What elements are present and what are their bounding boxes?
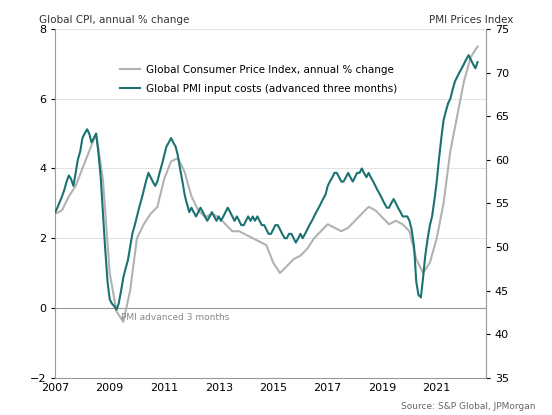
Global Consumer Price Index, annual % change bbox=[468, 54, 474, 59]
Global Consumer Price Index, annual % change bbox=[188, 194, 195, 199]
Global Consumer Price Index, annual % change bbox=[256, 239, 263, 244]
Global PMI input costs (advanced three months) bbox=[113, 307, 120, 312]
Global PMI input costs (advanced three months) bbox=[465, 53, 472, 58]
Global PMI input costs (advanced three months) bbox=[474, 60, 481, 65]
Global PMI input costs (advanced three months) bbox=[145, 170, 152, 175]
Global Consumer Price Index, annual % change bbox=[120, 320, 126, 325]
Global PMI input costs (advanced three months) bbox=[331, 170, 338, 175]
Global PMI input costs (advanced three months) bbox=[395, 205, 401, 210]
Global Consumer Price Index, annual % change bbox=[474, 44, 481, 49]
Global PMI input costs (advanced three months) bbox=[68, 176, 75, 181]
Text: Global CPI, annual % change: Global CPI, annual % change bbox=[39, 15, 189, 24]
Text: Source: S&P Global, JPMorgan: Source: S&P Global, JPMorgan bbox=[401, 402, 535, 411]
Text: PMI Prices Index: PMI Prices Index bbox=[429, 15, 513, 24]
Global Consumer Price Index, annual % change bbox=[270, 260, 277, 265]
Global Consumer Price Index, annual % change bbox=[52, 211, 59, 216]
Global PMI input costs (advanced three months) bbox=[399, 214, 406, 219]
Legend: Global Consumer Price Index, annual % change, Global PMI input costs (advanced t: Global Consumer Price Index, annual % ch… bbox=[116, 62, 400, 97]
Text: PMI advanced 3 months: PMI advanced 3 months bbox=[120, 313, 229, 322]
Line: Global PMI input costs (advanced three months): Global PMI input costs (advanced three m… bbox=[55, 55, 477, 310]
Global PMI input costs (advanced three months) bbox=[52, 210, 59, 215]
Global Consumer Price Index, annual % change bbox=[174, 156, 181, 161]
Global Consumer Price Index, annual % change bbox=[352, 218, 358, 223]
Global PMI input costs (advanced three months) bbox=[258, 222, 265, 227]
Line: Global Consumer Price Index, annual % change: Global Consumer Price Index, annual % ch… bbox=[55, 46, 477, 322]
